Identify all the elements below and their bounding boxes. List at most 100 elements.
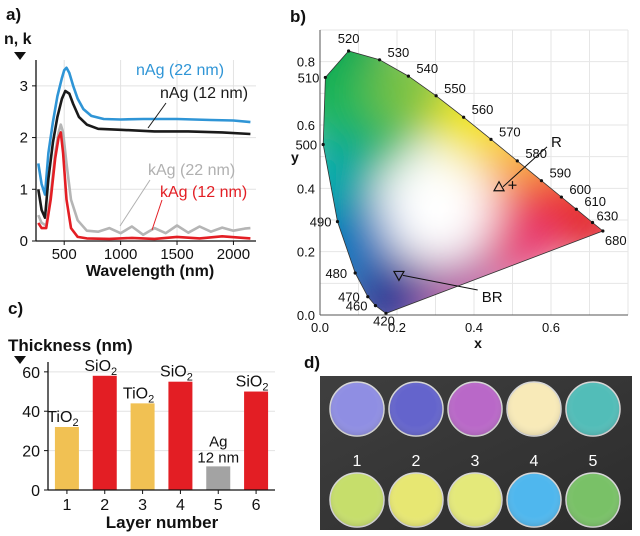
cie-marker-label-r: R: [551, 134, 562, 151]
panel-b-ticks: 0.0 0.2 0.4 0.6 0.0 0.2 0.4 0.6 0.8: [297, 55, 560, 335]
locus-label-680: 680: [605, 233, 627, 248]
panel-c-x-tick-label: 1: [62, 497, 71, 514]
locus-label-550: 550: [444, 81, 466, 96]
locus-label-520: 520: [338, 31, 360, 46]
cie-marker-leader: [402, 274, 478, 291]
cie-marker-leader: [502, 146, 548, 188]
locus-label-560: 560: [472, 102, 494, 117]
cie-markers: R BR: [392, 134, 562, 306]
panel-c-x-tick-label: 6: [252, 497, 261, 514]
panel-a-y-tick-label: 1: [20, 181, 28, 198]
panel-b-y-tick-label: 0.2: [297, 245, 315, 260]
cie-marker-label-br: BR: [482, 289, 503, 306]
panel-c-label: c): [8, 299, 23, 318]
locus-label-570: 570: [499, 124, 521, 139]
legend-kag-12: kAg (12 nm): [160, 184, 247, 201]
panel-b-x-axis-label: x: [474, 335, 482, 351]
locus-label-540: 540: [416, 61, 438, 76]
locus-point: [323, 75, 327, 80]
panel-c-gridlines: [48, 371, 275, 452]
bar-label-extra-5: 12 nm: [197, 449, 239, 466]
locus-label-580: 580: [525, 146, 547, 161]
panel-c-y-tick-label: 60: [22, 365, 40, 382]
locus-point: [539, 179, 544, 183]
panel-c-y-tick-label: 40: [22, 404, 40, 421]
panel-d: d) 1 2 3 4 5: [304, 353, 632, 530]
locus-point: [601, 229, 605, 233]
bar-label-3: TiO2: [123, 385, 154, 405]
cie-cross-marker: [508, 181, 517, 190]
bar-label-1: TiO2: [47, 409, 78, 429]
locus-label-490: 490: [310, 215, 332, 230]
panel-c-y-arrow-icon: [14, 356, 26, 364]
disc-number-3: 3: [471, 453, 480, 470]
panel-a-x-tick-label: 1000: [104, 246, 137, 263]
panel-b-y-axis-label: y: [291, 149, 299, 165]
panel-b-label: b): [290, 7, 306, 26]
panel-b-y-tick-label: 0.0: [297, 308, 315, 323]
legend-nag-12-leader: [147, 102, 167, 129]
panel-c-x-axis-label: Layer number: [106, 513, 219, 532]
locus-point: [335, 219, 340, 224]
locus-point: [462, 115, 466, 119]
series-line-0: [37, 66, 251, 196]
locus-label-530: 530: [388, 45, 410, 60]
locus-point: [366, 295, 370, 299]
legend-kag-12-leader: [151, 199, 163, 231]
panel-a-lines: [37, 66, 251, 241]
bar-label-6: SiO2: [236, 374, 269, 394]
locus-label-500: 500: [295, 138, 317, 153]
bar-layer-6: [244, 391, 269, 490]
panel-a-y-tick-label: 0: [20, 233, 28, 250]
locus-label-610: 610: [584, 194, 606, 209]
locus-point: [406, 74, 410, 78]
panel-b-y-tick-label: 0.6: [297, 118, 315, 133]
locus-point: [373, 303, 378, 308]
bar-layer-1: [54, 426, 79, 490]
locus-point: [347, 49, 351, 53]
disc-number-4: 4: [530, 453, 539, 470]
panel-d-label: d): [304, 353, 320, 372]
panel-c-x-tick-label: 3: [138, 497, 147, 514]
legend-kag-22-leader: [119, 179, 151, 227]
locus-label-420: 420: [373, 313, 395, 328]
bar-layer-2: [92, 375, 117, 490]
locus-label-590: 590: [549, 166, 571, 181]
locus-point: [434, 94, 438, 98]
panel-a-y-axis-label: n, k: [4, 31, 32, 48]
panel-a-label: a): [6, 5, 21, 24]
panel-c-x-tick-label: 2: [100, 497, 109, 514]
panel-c-x-tick-label: 5: [214, 497, 223, 514]
panel-c-y-axis-label: Thickness (nm): [8, 336, 133, 355]
panel-b-y-tick-label: 0.4: [297, 181, 315, 196]
panel-c-y-tick-label: 0: [31, 483, 40, 500]
locus-point: [574, 207, 578, 211]
panel-b-x-tick-label: 0.6: [542, 320, 560, 335]
panel-b-x-tick-label: 0.0: [311, 320, 329, 335]
panel-a-y-tick-label: 2: [20, 130, 28, 147]
bar-label-5: Ag: [209, 433, 227, 450]
panel-b-x-tick-label: 0.2: [388, 320, 406, 335]
cie-gamut: [322, 50, 604, 314]
cie-marker-r: [493, 180, 506, 192]
bar-label-4: SiO2: [160, 364, 193, 384]
locus-point: [489, 137, 493, 141]
panel-a-x-tick-label: 2000: [217, 246, 250, 263]
disc-number-2: 2: [412, 453, 421, 470]
panel-c-x-tick-label: 4: [176, 497, 185, 514]
locus-point: [515, 159, 519, 163]
legend-kag-22: kAg (22 nm): [148, 162, 235, 179]
locus-point: [321, 142, 325, 147]
locus-point: [384, 311, 388, 315]
series-line-3: [37, 131, 251, 241]
locus-label-460: 460: [346, 299, 368, 314]
panel-c-y-tick-label: 20: [22, 444, 40, 461]
locus-point: [559, 195, 563, 199]
bar-layer-5: [206, 466, 231, 490]
cie-marker-br: [392, 270, 405, 282]
